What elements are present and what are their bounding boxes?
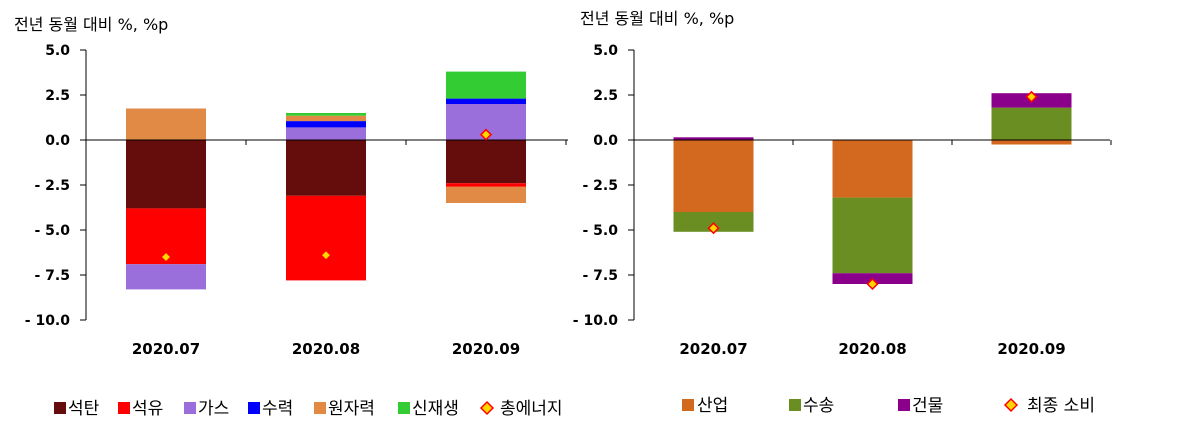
- bar-segment-3: [673, 137, 754, 140]
- x-tick-label: 2020.08: [292, 340, 360, 358]
- y-tick-label: - 7.5: [583, 268, 619, 284]
- bar-segment-2: [832, 197, 913, 274]
- total-marker: [319, 249, 333, 262]
- bar-segment-1: [673, 140, 754, 212]
- legend-label: 신재생: [412, 399, 459, 419]
- x-tick-label: 2020.08: [838, 340, 906, 358]
- bar-segment-2: [446, 183, 526, 187]
- bar-segment-1: [286, 140, 366, 196]
- legend-label: 총에너지: [500, 399, 563, 419]
- bar-segment-6: [286, 113, 366, 116]
- bar-segment-3: [286, 127, 366, 140]
- y-tick-label: 5.0: [45, 43, 70, 59]
- legend-swatch: [898, 399, 910, 411]
- final-consumption-chart: 전년 동월 대비 %, %p 5.0 2.5 0.0 - 2.5 - 5.0 - 7.5 - …: [573, 9, 1112, 416]
- legend-label: 산업: [697, 396, 728, 416]
- legend-swatch: [184, 402, 196, 414]
- x-tick-label: 2020.07: [679, 340, 747, 358]
- bar-segment-5: [286, 115, 366, 122]
- legend-label: 수송: [803, 396, 834, 416]
- bar-segment-5: [126, 108, 206, 140]
- legend-label: 가스: [198, 399, 229, 419]
- bar-segment-1: [446, 140, 526, 184]
- total-marker: [479, 128, 493, 141]
- legend-swatch: [682, 399, 694, 411]
- x-tick-label: 2020.09: [997, 340, 1065, 358]
- bar-segment-2: [673, 212, 754, 232]
- y-tick-label: - 2.5: [35, 178, 71, 194]
- total-marker: [866, 277, 879, 291]
- energy-source-chart: 전년 동월 대비 %, %p 5.0 2.5 0.0 - 2.5 - 5.0 - 7.5 - …: [14, 15, 568, 419]
- legend-swatch: [789, 399, 801, 411]
- unit-label: 전년 동월 대비 %, %p: [580, 9, 734, 28]
- x-tick-label: 2020.09: [452, 340, 520, 358]
- legend-label: 최종 소비: [1027, 396, 1095, 416]
- legend-label: 원자력: [328, 399, 375, 419]
- bar-segment-4: [286, 121, 366, 128]
- legend-swatch: [54, 402, 66, 414]
- y-tick-label: - 10.0: [573, 313, 618, 329]
- bar-segment-2: [286, 195, 366, 281]
- legend-marker-icon: [1003, 397, 1019, 413]
- y-tick-label: 5.0: [593, 43, 618, 59]
- legend-label: 수력: [262, 399, 293, 419]
- legend-label: 석유: [132, 399, 163, 419]
- legend-swatch: [398, 402, 410, 414]
- y-tick-label: - 7.5: [35, 268, 71, 284]
- unit-label: 전년 동월 대비 %, %p: [14, 15, 168, 34]
- legend-swatch: [118, 402, 130, 414]
- bar-segment-3: [126, 264, 206, 290]
- bar-segment-5: [446, 186, 526, 203]
- total-marker: [707, 222, 720, 235]
- bar-segment-2: [991, 107, 1072, 140]
- legend-swatch: [314, 402, 326, 414]
- legend-label: 건물: [912, 396, 943, 416]
- legend-swatch: [248, 402, 260, 414]
- y-tick-label: 0.0: [45, 133, 70, 149]
- y-tick-label: 2.5: [45, 88, 70, 104]
- y-tick-label: - 2.5: [583, 178, 619, 194]
- legend-label: 석탄: [68, 399, 100, 419]
- bar-segment-1: [832, 140, 913, 198]
- bar-segment-1: [126, 140, 206, 209]
- y-tick-label: 0.0: [593, 133, 618, 149]
- y-tick-label: - 5.0: [35, 223, 71, 239]
- y-tick-label: - 5.0: [583, 223, 619, 239]
- y-tick-label: 2.5: [593, 88, 618, 104]
- bar-segment-4: [446, 98, 526, 104]
- x-tick-label: 2020.07: [132, 340, 200, 358]
- total-marker: [1025, 90, 1038, 103]
- y-tick-label: - 10.0: [25, 313, 70, 329]
- bar-segment-1: [991, 140, 1072, 145]
- total-marker: [159, 250, 173, 264]
- legend-marker-icon: [479, 400, 495, 416]
- bar-segment-6: [446, 71, 526, 99]
